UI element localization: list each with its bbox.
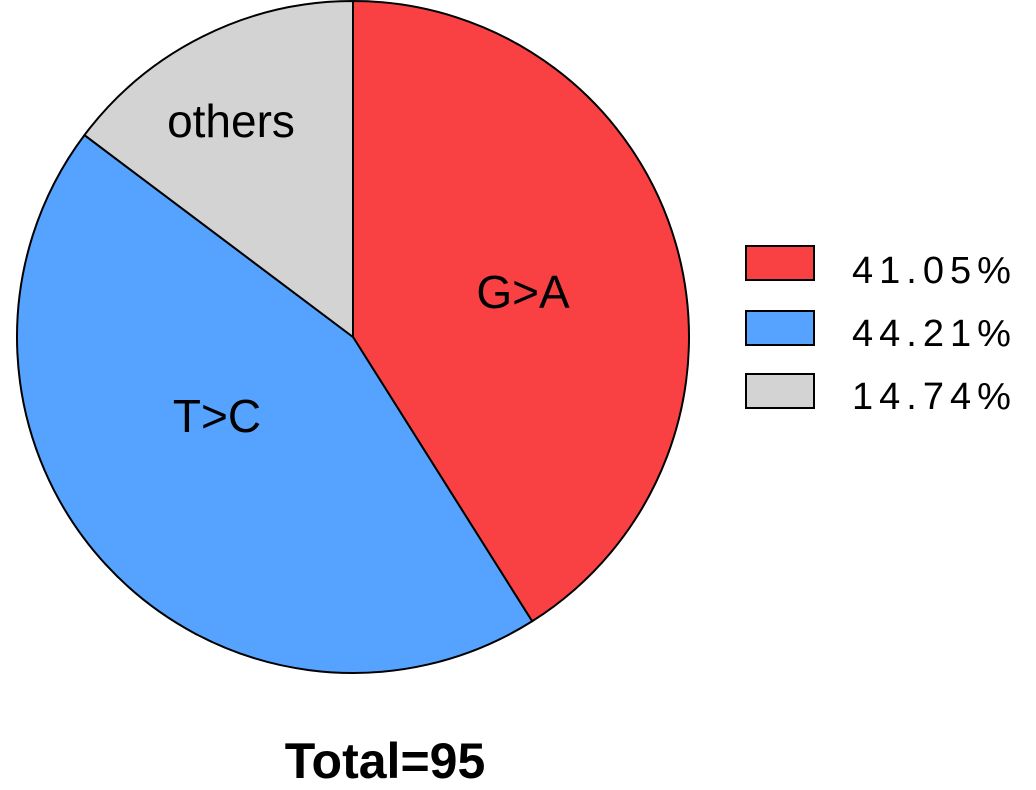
slice-g-a bbox=[352, 0, 690, 623]
legend-swatch-others bbox=[745, 373, 815, 409]
pie-slices bbox=[16, 0, 690, 674]
total-count: Total=95 bbox=[285, 733, 486, 789]
pie-slice-labels: G>A T>C others bbox=[167, 95, 570, 442]
legend-label-g-a: 41.05% bbox=[852, 250, 1017, 292]
legend-swatch-g-a bbox=[745, 245, 815, 281]
slice-label-others: others bbox=[167, 95, 295, 147]
legend: 41.05% 44.21% 14.74% bbox=[745, 245, 1017, 418]
slice-label-g-a: G>A bbox=[476, 266, 570, 318]
legend-label-others: 14.74% bbox=[852, 376, 1017, 418]
slice-label-t-c: T>C bbox=[173, 390, 261, 442]
slice-t-c bbox=[16, 134, 534, 674]
legend-label-t-c: 44.21% bbox=[852, 313, 1017, 355]
slice-others bbox=[83, 0, 354, 338]
legend-swatch-t-c bbox=[745, 310, 815, 346]
